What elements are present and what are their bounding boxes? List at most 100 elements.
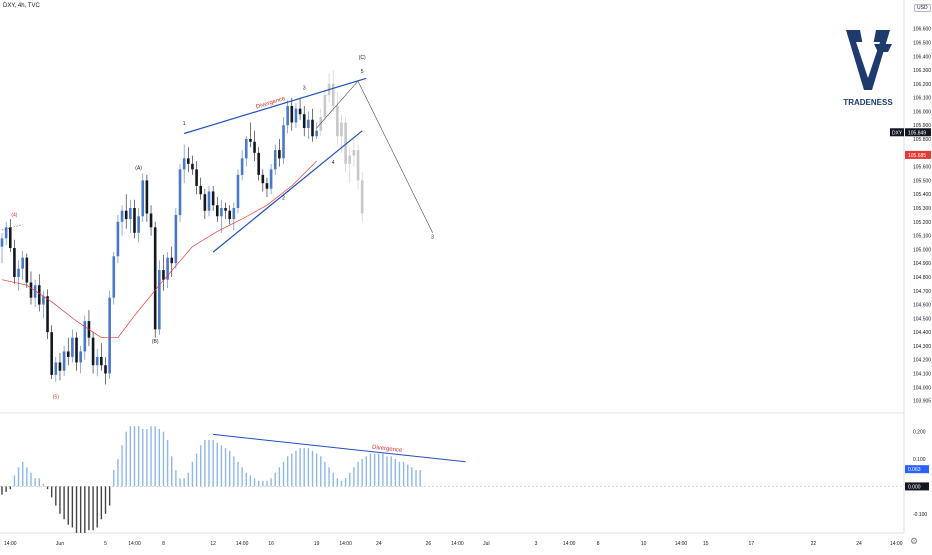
candle	[8, 227, 12, 248]
osc-bar	[336, 478, 339, 487]
osc-bar	[88, 486, 90, 531]
osc-value-tag[interactable]: 0.063	[905, 465, 929, 474]
candle	[112, 256, 116, 298]
candle	[17, 268, 20, 277]
candle	[104, 365, 107, 374]
wave-label: (5)	[53, 394, 59, 400]
osc-bar	[386, 456, 388, 487]
osc-bar	[349, 472, 351, 487]
time-axis[interactable]: 14:00 Jun 5 14:00 8 12 14:00 16 19 14:00 24 26 14:00…	[4, 541, 903, 547]
candle	[298, 108, 302, 115]
candle	[149, 213, 153, 228]
osc-bar	[154, 426, 156, 487]
candle	[71, 337, 74, 357]
price-tag[interactable]: 105.685	[905, 150, 931, 159]
candle	[211, 191, 215, 206]
osc-bar	[46, 486, 49, 490]
candle	[240, 158, 244, 175]
osc-bar	[390, 456, 392, 487]
candle	[269, 169, 273, 189]
candle	[273, 150, 277, 170]
upper-trendline[interactable]	[184, 77, 367, 135]
price-tick-label: 104.100	[913, 372, 931, 378]
wave-label: 5	[361, 69, 364, 75]
osc-bar	[340, 480, 343, 487]
projected-candle	[360, 180, 364, 214]
projected-candle	[319, 116, 323, 131]
candle	[83, 321, 87, 352]
lower-trendline[interactable]	[212, 130, 363, 253]
osc-bar	[55, 486, 57, 506]
time-tick-label: 8	[597, 541, 600, 547]
osc-tag-value: 0.063	[908, 467, 921, 473]
osc-bar	[332, 472, 334, 487]
projected-candles[interactable]	[319, 70, 364, 222]
osc-divergence-label: Divergence	[372, 445, 403, 454]
osc-value-tag[interactable]: 0.000	[905, 482, 929, 491]
price-tick-label: 105.200	[913, 220, 931, 226]
projected-candle	[352, 150, 356, 156]
moving-average-line[interactable]	[1, 160, 317, 339]
osc-bar	[382, 453, 384, 487]
projected-candle	[323, 94, 327, 117]
osc-trendline[interactable]	[213, 433, 466, 463]
osc-bar	[278, 467, 281, 487]
osc-bar	[307, 448, 310, 487]
candle	[91, 337, 95, 366]
gear-icon[interactable]: ⚙	[910, 536, 919, 546]
candle	[174, 214, 178, 264]
osc-bar	[324, 461, 326, 487]
candle	[75, 337, 78, 363]
candle	[29, 282, 33, 298]
osc-bar	[137, 426, 140, 487]
osc-bar	[315, 453, 318, 487]
osc-bar	[274, 472, 276, 487]
price-tag[interactable]: DXY 105.849	[890, 128, 931, 137]
osc-bar	[146, 428, 148, 487]
time-tick-label: 15	[703, 541, 709, 547]
price-tick-label: 106.100	[913, 96, 931, 102]
candles[interactable]	[0, 97, 318, 385]
osc-bar	[398, 461, 401, 487]
osc-bar	[303, 448, 305, 487]
projected-candle	[344, 122, 347, 164]
candle	[162, 270, 165, 280]
osc-bar	[171, 456, 173, 487]
time-tick-label: 10	[641, 541, 647, 547]
tradeness-logo: TRADENESS	[843, 30, 893, 107]
osc-bar	[67, 486, 69, 525]
candle	[145, 180, 149, 214]
candle	[215, 205, 219, 217]
time-tick-label: 22	[811, 541, 817, 547]
osc-bar	[257, 480, 260, 487]
osc-bar	[150, 426, 152, 487]
prior-level-line[interactable]	[1, 224, 23, 231]
candle	[42, 296, 45, 305]
candle	[228, 210, 231, 220]
divergence-label: Divergence	[255, 96, 286, 111]
osc-bar	[249, 475, 252, 487]
projection-path[interactable]	[316, 80, 433, 233]
wave-label: (B)	[152, 339, 159, 345]
osc-bar	[216, 442, 218, 487]
osc-bar	[229, 450, 231, 487]
candle	[195, 169, 198, 186]
time-tick-label: 24	[376, 541, 382, 547]
wave-label: 2	[282, 196, 285, 202]
osc-bar	[407, 464, 409, 487]
price-axis[interactable]: 106.600 106.500 106.400 106.300 106.200 106.1…	[913, 27, 931, 405]
osc-bar	[208, 439, 210, 487]
price-tag-value: 105.849	[908, 130, 926, 136]
osc-bar	[369, 453, 372, 487]
candle	[311, 119, 314, 137]
osc-bar	[158, 428, 161, 487]
oscillator-histogram[interactable]	[1, 426, 421, 533]
candle	[220, 208, 223, 217]
currency-badge[interactable]: USD	[914, 4, 931, 12]
candle	[37, 285, 41, 305]
price-tick-label: 105.000	[913, 247, 931, 253]
price-tag-symbol-bg	[890, 128, 904, 137]
time-tick-label: 14:00	[236, 541, 249, 547]
